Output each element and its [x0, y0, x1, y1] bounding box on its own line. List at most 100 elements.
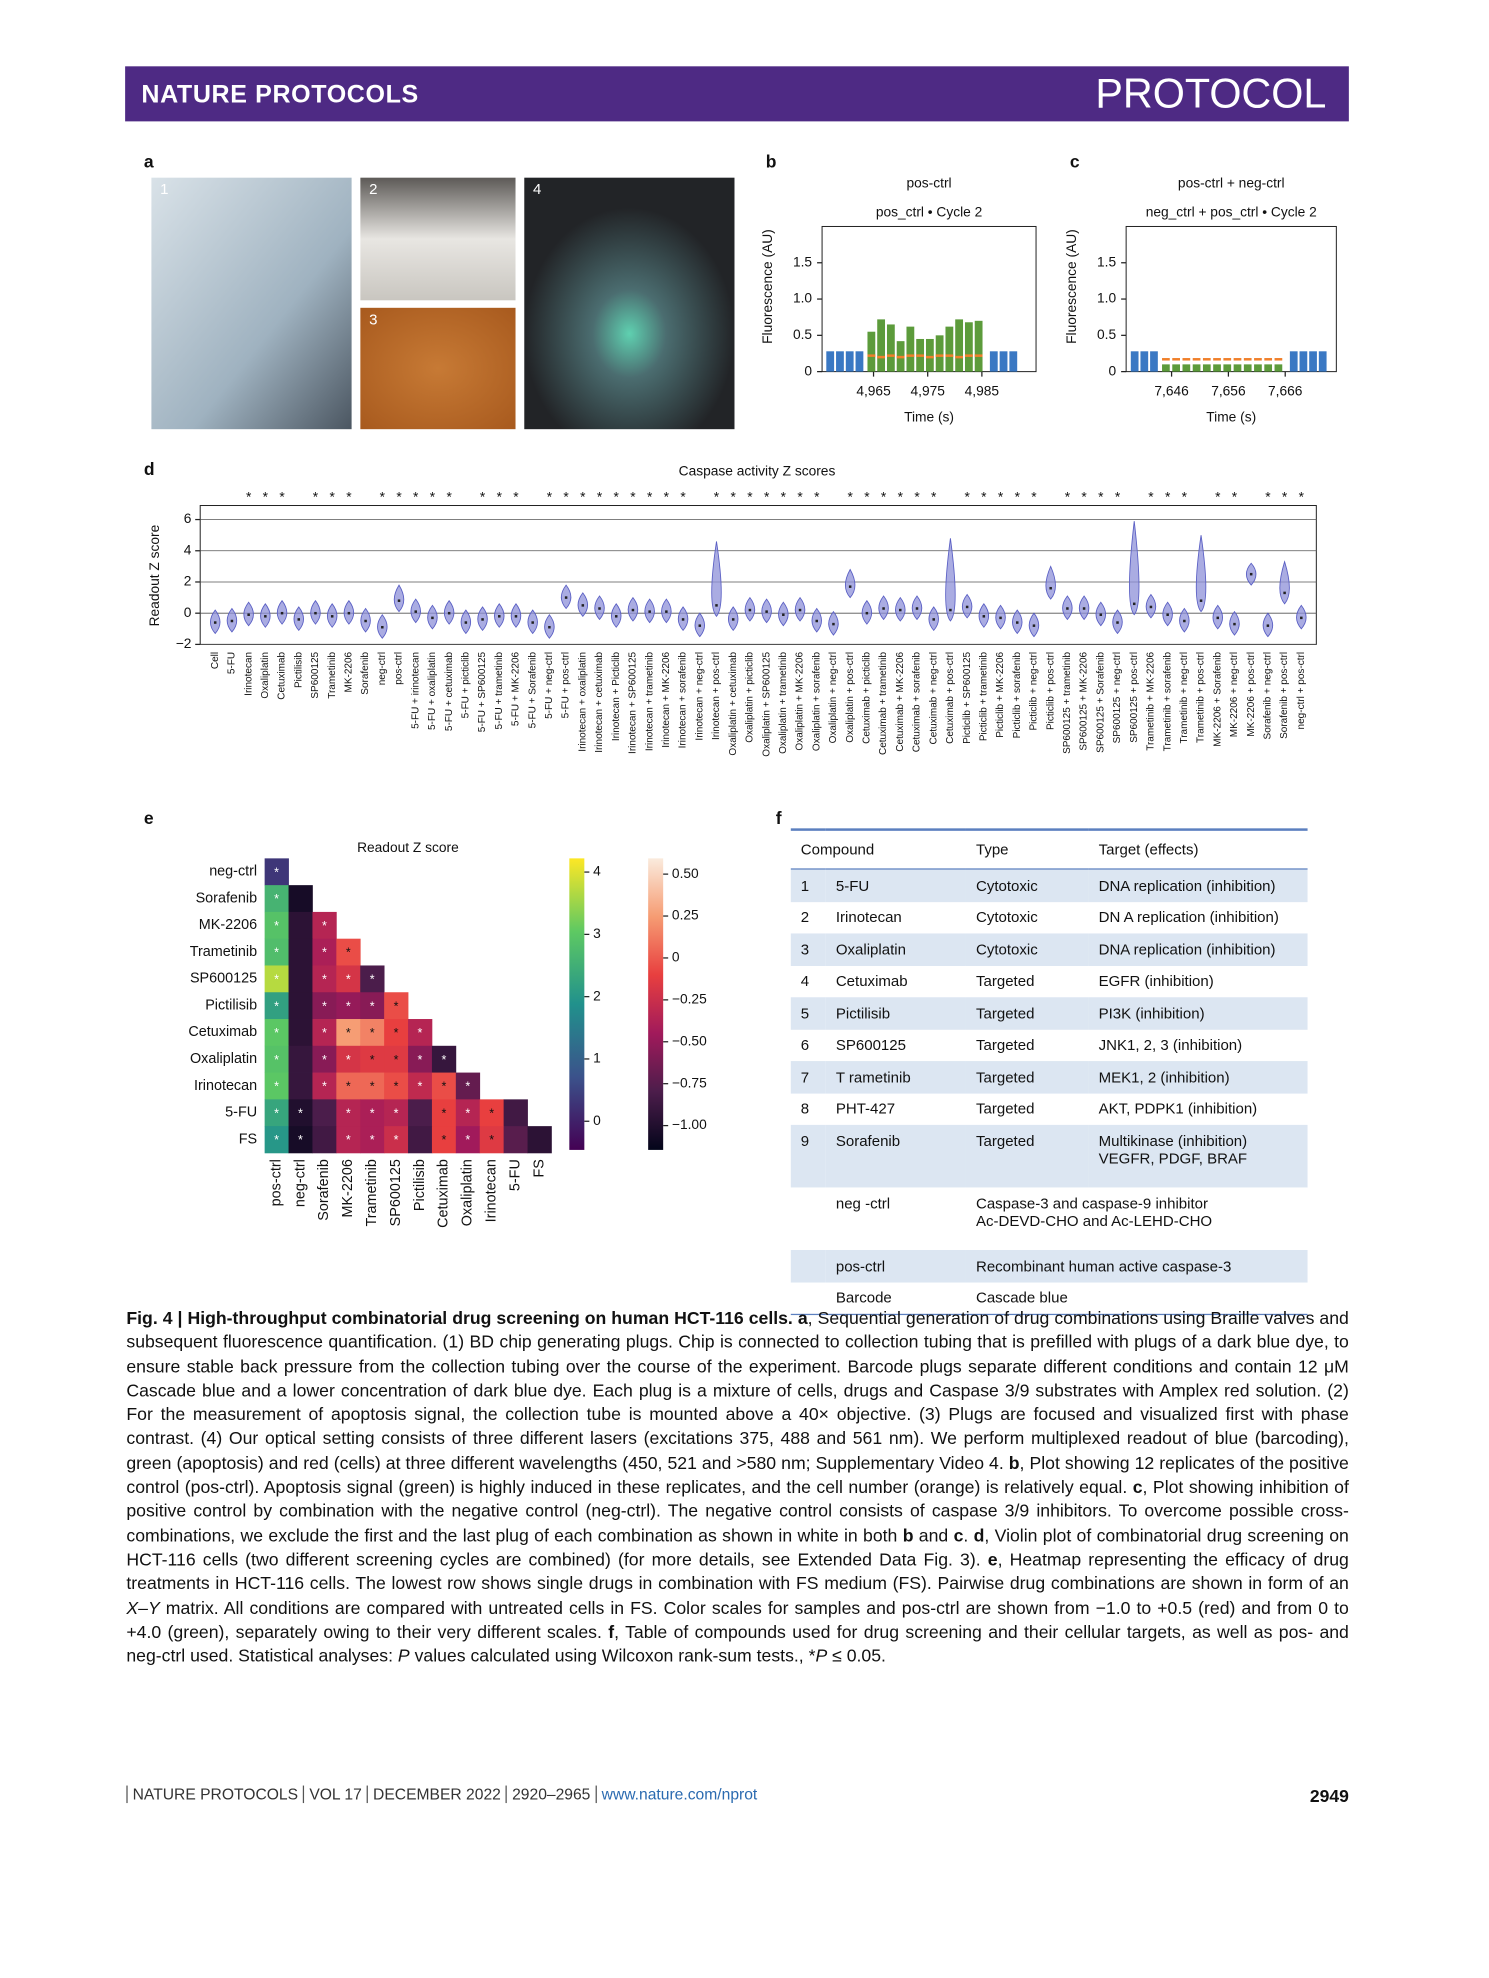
description: Recombinant human active caspase-3	[965, 1250, 1308, 1282]
colorbar	[648, 858, 664, 1150]
heatmap-cell	[288, 1019, 313, 1047]
significance-star: *	[346, 999, 351, 1013]
significance-star: *	[274, 919, 279, 933]
compound: Cetuximab	[835, 972, 908, 991]
category-label: Cetuximab	[277, 651, 288, 699]
table-row: neg -ctrl Caspase-3 and caspase-9 inhibit…	[791, 1187, 1308, 1250]
significance-star: *	[881, 490, 887, 505]
heatmap-cell	[479, 1099, 505, 1127]
compound: T rametinib	[825, 1061, 966, 1093]
colorbar-tick-label: −1.00	[672, 1117, 707, 1132]
column-label: Sorafenib	[316, 1159, 332, 1221]
significance-star: *	[781, 490, 787, 505]
significance-star: *	[370, 1026, 375, 1040]
violin-median	[230, 619, 234, 623]
chart-subtitle: pos_ctrl • Cycle 2	[876, 204, 982, 219]
page-footer: 2949 NATURE PROTOCOLS VOL 17 DECEMBER 2022 2…	[126, 1785, 1349, 1806]
caption-text: e	[987, 1549, 998, 1570]
heatmap-cell	[384, 1072, 409, 1100]
violin-median	[1199, 599, 1203, 602]
significance-star: *	[394, 1133, 399, 1147]
violin-median	[882, 607, 885, 610]
compound-type: Targeted	[975, 972, 1035, 991]
bar	[826, 351, 835, 372]
row-number	[790, 1250, 826, 1282]
column-label: Pictilisib	[412, 1159, 428, 1211]
caption-text: X–Y	[126, 1597, 160, 1618]
caption-text: values calculated using Wilcoxon rank-su…	[409, 1645, 816, 1666]
significance-star: *	[1031, 490, 1037, 505]
violin-median	[1032, 624, 1036, 627]
cell-line: DN A replication (inhibition)	[1098, 908, 1279, 927]
column-label: FS	[531, 1159, 547, 1177]
y-axis-label: Fluorescence (AU)	[760, 229, 775, 344]
x-axis-label: Time (s)	[1206, 410, 1256, 425]
violin-median	[598, 607, 601, 610]
category-label: Irinotecan + Picticlib	[611, 651, 622, 741]
category-label: 5-FU + SP600125	[477, 651, 488, 732]
row-number: 5	[790, 997, 826, 1030]
target: JNK1, 2, 3 (inhibition)	[1089, 1029, 1308, 1061]
compound: Irinotecan	[835, 908, 902, 927]
x-tick-label: 7,656	[1211, 383, 1246, 398]
caption-text: , Plot showing 12 replicates of the posi…	[126, 1452, 1349, 1497]
compound-type: Targeted	[965, 1124, 1089, 1188]
significance-star: *	[446, 490, 452, 505]
significance-star: *	[346, 490, 352, 505]
violin-median	[431, 616, 434, 620]
bar	[1289, 351, 1298, 372]
bar	[836, 351, 844, 372]
category-label: Trametinib	[327, 651, 338, 698]
compound: Sorafenib	[825, 1124, 966, 1188]
bar	[906, 326, 915, 372]
violin-median	[665, 610, 668, 613]
significance-star: *	[370, 1133, 375, 1147]
x-axis-label: Time (s)	[904, 410, 954, 425]
table-row: pos-ctrl Recombinant human active caspase…	[790, 1250, 1308, 1282]
heatmap-cell	[360, 1072, 385, 1100]
target: DNA replication (inhibition)	[1088, 869, 1308, 902]
compound: SP600125	[835, 1036, 906, 1054]
significance-star: *	[274, 865, 279, 879]
violin-median	[564, 596, 568, 599]
y-tick-label: 1.5	[1097, 254, 1116, 269]
category-label: 5-FU + pos-ctrl	[561, 652, 572, 718]
panel-label: e	[144, 808, 154, 828]
significance-star: *	[322, 1053, 327, 1067]
violin	[1128, 521, 1140, 616]
category-label: Irinotecan + cetuximab	[594, 651, 605, 752]
heatmap-cell	[312, 1072, 337, 1100]
heatmap-cell	[479, 1126, 505, 1154]
row-number: 9	[790, 1124, 826, 1188]
category-label: MK-2206	[344, 651, 355, 692]
category-label: neg-ctrl + pos-ctrl	[1296, 652, 1307, 730]
category-label: MK-2206 + neg-ctrl	[1229, 652, 1240, 737]
violin	[1195, 535, 1207, 613]
row-number: 4	[800, 972, 810, 991]
violin-median	[531, 621, 534, 624]
photo	[360, 307, 516, 430]
figure-caption: Fig. 4 | High-throughput combinatorial d…	[126, 1306, 1349, 1668]
significance-star: *	[580, 490, 586, 505]
category-label: Irinotecan + sorafenib	[678, 651, 689, 748]
significance-star: *	[614, 490, 620, 505]
photo-label: 1	[160, 181, 168, 198]
category-label: Oxaliplatin + cetuximab	[728, 651, 739, 755]
chart-title: pos-ctrl	[907, 176, 952, 191]
significance-star: *	[322, 946, 327, 960]
heatmap-cell	[312, 965, 337, 993]
significance-star: *	[1282, 490, 1288, 505]
heatmap-cell	[431, 1126, 457, 1154]
chart-title: Caspase activity Z scores	[679, 463, 836, 478]
significance-star: *	[394, 1026, 399, 1040]
heatmap-cell	[264, 938, 289, 966]
y-tick-label: −2	[176, 636, 192, 651]
table-row: 5 Pictilisib Targeted PI3K (inhibition)	[790, 997, 1308, 1030]
violin	[1279, 560, 1290, 605]
heatmap-cell	[503, 1126, 528, 1154]
category-label: 5-FU + picticlib	[460, 651, 471, 718]
heatmap-cell	[431, 1099, 457, 1127]
heatmap-cell	[360, 1045, 385, 1073]
category-label: neg-ctrl	[377, 652, 388, 685]
